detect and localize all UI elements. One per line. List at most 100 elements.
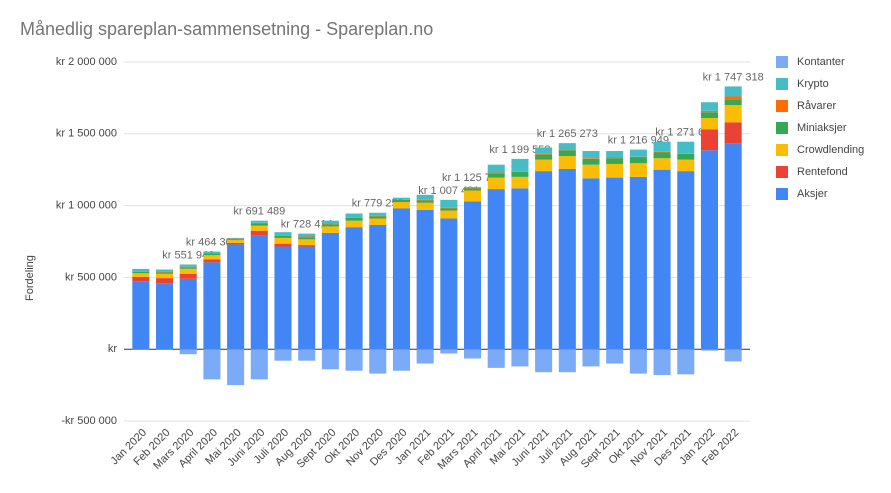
bar-segment xyxy=(345,220,363,228)
bar-segment xyxy=(724,143,742,350)
bar-segment xyxy=(416,202,434,210)
bar-segment xyxy=(132,276,150,282)
bar-segment xyxy=(629,176,647,350)
bar-segment xyxy=(487,164,505,173)
bar-segment xyxy=(724,96,742,100)
bar-segment xyxy=(179,273,197,279)
bar-segment xyxy=(487,189,505,350)
bar-segment xyxy=(700,112,718,119)
bar-segment xyxy=(156,271,174,273)
bar-segment xyxy=(535,349,553,373)
y-tick-label: kr 1 000 000 xyxy=(56,200,117,212)
bar-segment xyxy=(345,349,363,371)
total-label: kr 779 259 xyxy=(352,198,404,210)
y-tick-label: kr 2 000 000 xyxy=(56,56,117,68)
bar-segment xyxy=(298,245,316,247)
bar-segment xyxy=(416,199,434,201)
bar-segment xyxy=(653,349,671,376)
bar-segment xyxy=(582,178,600,350)
bar-segment xyxy=(321,223,339,225)
bar-segment xyxy=(653,151,671,153)
bar-segment xyxy=(653,169,671,350)
bar-segment xyxy=(392,202,410,209)
bar-segment xyxy=(392,197,410,200)
bar-segment xyxy=(700,349,718,351)
y-tick-label: kr 1 500 000 xyxy=(56,128,117,140)
bar-segment xyxy=(487,349,505,368)
bar-segment xyxy=(321,232,339,350)
bar-segment xyxy=(345,217,363,218)
bar-segment xyxy=(250,222,268,224)
bar-segment xyxy=(132,281,150,350)
bar-segment xyxy=(677,349,695,375)
bar-segment xyxy=(321,349,339,370)
bar-segment xyxy=(274,232,292,236)
bar-segment xyxy=(250,349,268,380)
legend-swatch xyxy=(776,78,788,90)
bar-segment xyxy=(203,255,221,260)
bar-segment xyxy=(535,147,553,154)
bar-segment xyxy=(677,141,695,154)
bar-segment xyxy=(629,157,647,164)
bar-segment xyxy=(724,99,742,106)
legend-swatch xyxy=(776,100,788,112)
bar-segment xyxy=(203,252,221,254)
total-label: kr 464 300 xyxy=(186,236,238,248)
bar-segment xyxy=(274,235,292,238)
bar-segment xyxy=(156,349,174,350)
bar-segment xyxy=(416,209,434,350)
bar-segment xyxy=(582,158,600,165)
bar-segment xyxy=(558,150,576,157)
bar-segment xyxy=(464,186,482,188)
bar-segment xyxy=(582,158,600,159)
bar-segment xyxy=(511,176,529,189)
bar-segment xyxy=(677,153,695,160)
bar-segment xyxy=(558,149,576,151)
bar-segment xyxy=(321,226,339,233)
bar-segment xyxy=(179,278,197,350)
bar-segment xyxy=(700,129,718,151)
bar-segment xyxy=(724,122,742,144)
bar-segment xyxy=(203,251,221,253)
bar-segment xyxy=(250,223,268,226)
bar-segment xyxy=(345,227,363,350)
bar-segment xyxy=(416,200,434,203)
legend-label: Kontanter xyxy=(797,56,845,68)
bar-segment xyxy=(440,210,458,219)
bar-segment xyxy=(369,349,387,374)
bar-segment xyxy=(179,266,197,268)
y-tick-label: kr 500 000 xyxy=(65,271,117,283)
bar-segment xyxy=(369,216,387,219)
total-label: kr 551 946 xyxy=(162,249,214,261)
bar-segment xyxy=(606,163,624,178)
bar-segment xyxy=(653,152,671,159)
bar-segment xyxy=(440,207,458,209)
bar-segment xyxy=(298,236,316,238)
legend-label: Råvarer xyxy=(797,100,836,112)
bar-segment xyxy=(724,105,742,123)
bar-segment xyxy=(511,188,529,350)
bar-segment xyxy=(416,349,434,364)
legend-swatch xyxy=(776,188,788,200)
bar-segment xyxy=(700,118,718,130)
bar-segment xyxy=(653,158,671,170)
bar-segment xyxy=(535,159,553,172)
bar-segment xyxy=(345,213,363,218)
bar-segment xyxy=(677,159,695,172)
bar-segment xyxy=(440,218,458,350)
bar-segment xyxy=(132,271,150,272)
bar-segment xyxy=(227,349,245,386)
bar-segment xyxy=(629,156,647,158)
total-label: kr 1 747 318 xyxy=(703,71,764,83)
bar-segment xyxy=(392,199,410,200)
bar-segment xyxy=(298,239,316,246)
bar-segment xyxy=(274,243,292,247)
bar-segment xyxy=(629,349,647,374)
bar-segment xyxy=(227,238,245,240)
legend-swatch xyxy=(776,56,788,68)
bar-segment xyxy=(274,235,292,236)
legend-swatch xyxy=(776,122,788,134)
bar-segment xyxy=(132,349,150,350)
y-tick-label: kr xyxy=(108,343,118,355)
legend-label: Crowdlending xyxy=(797,144,864,156)
